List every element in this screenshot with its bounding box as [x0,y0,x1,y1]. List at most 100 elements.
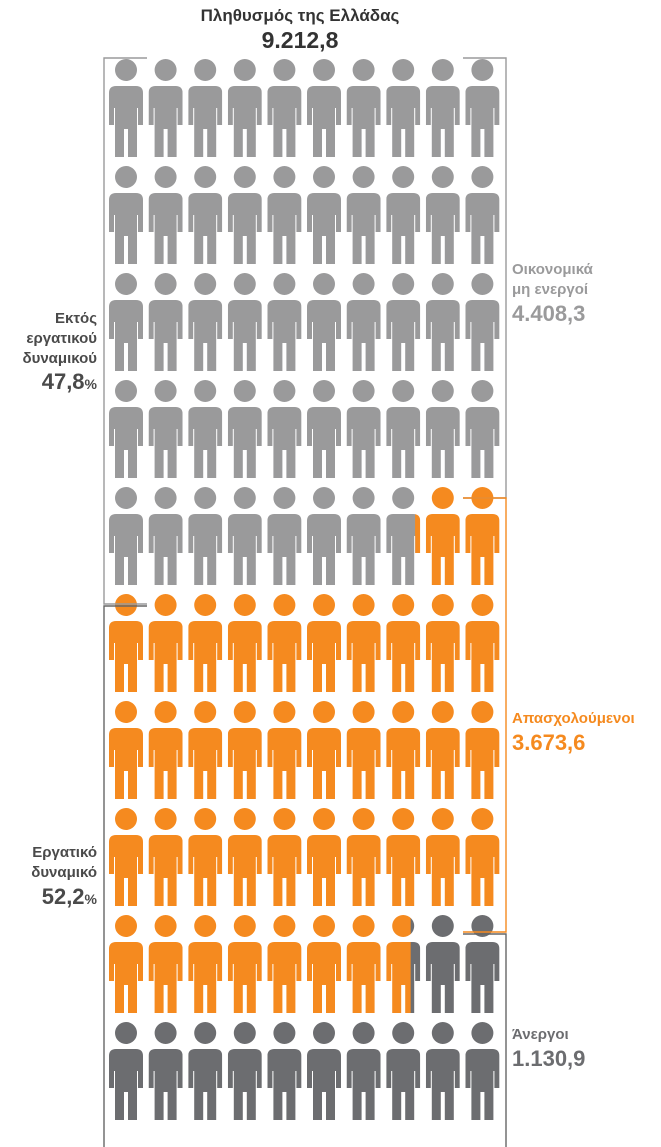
person-icon-11 [148,166,183,264]
person-icon-20 [109,273,143,371]
person-icon-95 [307,1022,341,1120]
person-icon-9 [465,59,500,157]
person-icon-40 [109,487,143,585]
person-icon-32 [188,380,223,478]
bracket-unemployed [463,933,507,1147]
person-icon-81 [148,915,183,1013]
person-icon-96 [346,1022,381,1120]
person-icon-93 [227,1022,262,1120]
labor-label-line2: δυναμικό [31,863,97,881]
person-icon-77 [386,808,421,906]
person-icon-6 [346,59,381,157]
person-icon-24 [267,273,302,371]
person-icon-34 [267,380,302,478]
person-icon-72 [188,808,223,906]
person-icon-64 [267,701,302,799]
person-icon-30 [109,380,143,478]
total-population: 9.212,8 [261,27,339,53]
employed-value: 3.673,6 [512,729,586,755]
inactive-label: Οικονομικά μη ενεργοί 4.408,3 [512,260,593,328]
person-icon-68 [425,701,460,799]
person-icon-80 [109,915,143,1013]
person-icon-1 [148,59,183,157]
outside-percent-unit: % [84,376,97,393]
outside-percent: 47,8% [0,368,97,397]
labor-force-label: Εργατικό δυναμικό 52,2% [0,843,97,911]
person-icon-10 [109,166,143,264]
employed-label: Απασχολούμενοι 3.673,6 [512,709,635,757]
unemployed-value: 1.130,9 [512,1045,586,1071]
person-icon-60 [109,701,143,799]
person-icon-4 [267,59,302,157]
person-icon-14 [267,166,302,264]
person-icon-29 [465,273,500,371]
person-icon-0 [109,59,143,157]
person-icon-56 [346,594,381,692]
person-icon-73 [227,808,262,906]
outside-label-line3: δυναμικού [22,349,98,367]
person-icon-38 [425,380,460,478]
person-icon-98 [425,1022,460,1120]
inactive-value: 4.408,3 [512,300,586,326]
person-icon-92 [188,1022,223,1120]
outside-labor-label: Εκτός εργατικού δυναμικού 47,8% [0,309,98,397]
person-icon-42 [188,487,223,585]
labor-percent-value: 52,2 [41,883,85,909]
person-icon-78 [425,808,460,906]
person-icon-91 [148,1022,183,1120]
person-icon-45 [307,487,341,585]
person-icon-41 [148,487,183,585]
person-icon-59 [465,594,500,692]
outside-label-line2: εργατικού [26,329,97,347]
outside-percent-value: 47,8 [41,369,85,395]
person-icon-84 [267,915,302,1013]
person-icon-22 [188,273,223,371]
person-icon-21 [148,273,183,371]
bracket-labor-force [103,605,147,1147]
person-icon-87 [386,915,421,1013]
person-icon-62 [188,701,223,799]
person-icon-85 [307,915,341,1013]
person-icon-94 [267,1022,302,1120]
unemployed-label-line1: Άνεργοι [512,1026,569,1043]
person-icon-46 [346,487,381,585]
person-icon-7 [386,59,421,157]
person-icon-79 [465,808,500,906]
person-icon-15 [307,166,341,264]
chart-title: Πληθυσμός της Ελλάδας [200,6,400,25]
person-icon-39 [465,380,500,478]
person-icon-55 [307,594,341,692]
bracket-outside-labor [103,57,147,605]
employed-label-line1: Απασχολούμενοι [512,710,635,727]
bracket-employed [463,497,507,933]
labor-percent: 52,2% [0,883,97,912]
person-icon-89 [465,915,500,1013]
person-icon-19 [465,166,500,264]
person-icon-18 [425,166,460,264]
labor-percent-unit: % [84,890,97,907]
labor-label-line1: Εργατικό [32,844,97,861]
person-icon-44 [267,487,302,585]
person-icon-53 [227,594,262,692]
person-icon-76 [346,808,381,906]
person-icon-28 [425,273,460,371]
person-icon-71 [148,808,183,906]
person-icon-97 [386,1022,421,1120]
inactive-label-line1: Οικονομικά [512,261,593,278]
person-icon-65 [307,701,341,799]
person-icon-49 [465,487,500,585]
person-icon-70 [109,808,143,906]
person-icon-27 [386,273,421,371]
person-icon-13 [227,166,262,264]
person-icon-25 [307,273,341,371]
person-icon-12 [188,166,223,264]
person-icon-75 [307,808,341,906]
outside-label-line1: Εκτός [54,310,97,327]
person-icon-43 [227,487,262,585]
person-icon-54 [267,594,302,692]
person-icon-36 [346,380,381,478]
person-icon-33 [227,380,262,478]
person-icon-47 [386,487,421,585]
person-icon-74 [267,808,302,906]
